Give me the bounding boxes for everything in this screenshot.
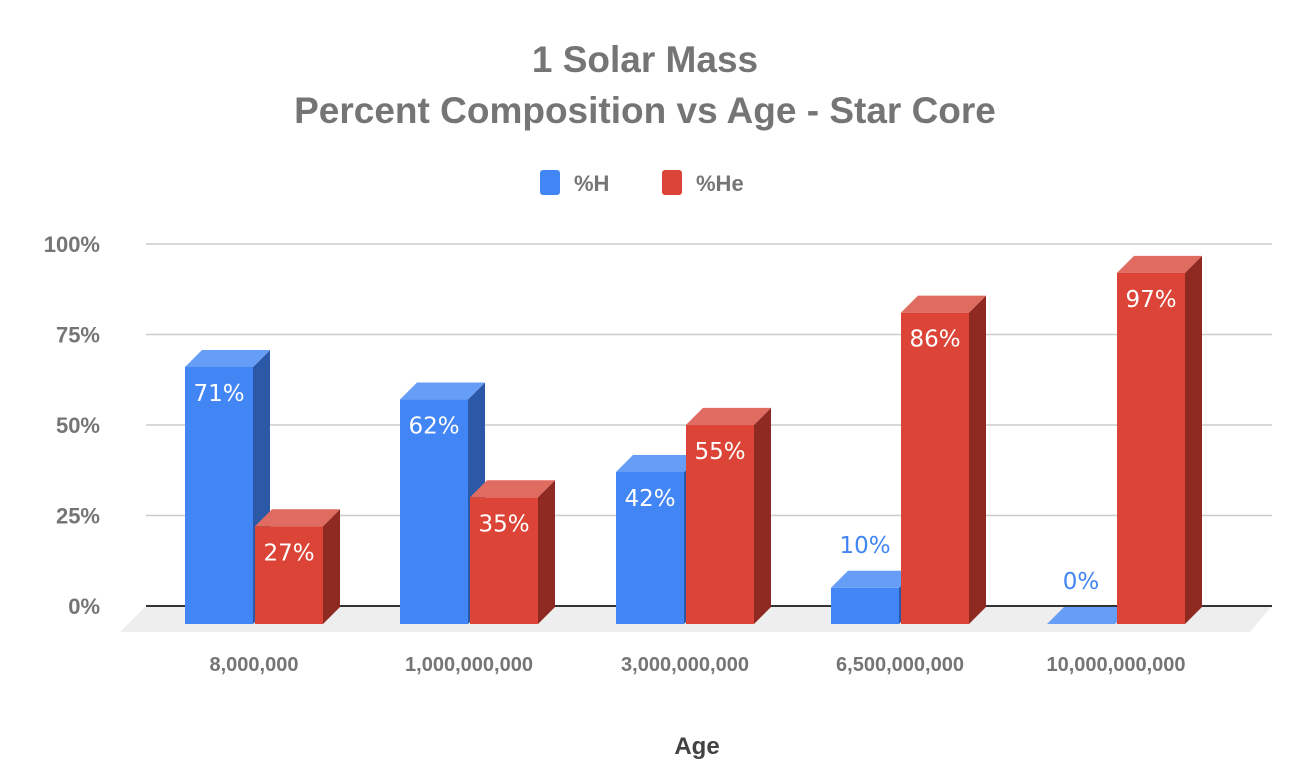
bar-h xyxy=(185,349,270,624)
data-label: 97% xyxy=(1125,287,1176,313)
bar-top-face xyxy=(255,509,340,527)
bar-top-face xyxy=(185,349,270,367)
y-tick-label: 0% xyxy=(68,594,100,619)
bar-side-face xyxy=(538,480,555,624)
bar-front-face xyxy=(470,497,538,624)
bar-top-face xyxy=(901,295,986,313)
data-label: 71% xyxy=(193,381,244,407)
bar-front-face xyxy=(400,399,468,624)
bar-front-face xyxy=(1117,272,1185,624)
x-tick-label: 1,000,000,000 xyxy=(405,654,533,676)
bar-top-face xyxy=(1117,255,1202,273)
data-label: 86% xyxy=(909,327,960,353)
x-tick-label: 10,000,000,000 xyxy=(1046,654,1185,676)
x-axis-title: Age xyxy=(674,733,719,760)
y-tick-label: 50% xyxy=(56,413,100,438)
x-tick-label: 8,000,000 xyxy=(210,654,299,676)
legend-label-he: %He xyxy=(696,171,744,196)
bar-h xyxy=(400,382,485,624)
y-tick-label: 100% xyxy=(44,232,100,257)
chart-title: 1 Solar Mass Percent Composition vs Age … xyxy=(294,39,996,131)
bar-he xyxy=(470,480,555,624)
data-label: 55% xyxy=(694,439,745,465)
bar-front-face xyxy=(255,526,323,624)
chart-title-line-1: 1 Solar Mass xyxy=(532,39,758,80)
legend-swatch-h xyxy=(540,170,560,195)
y-tick-label: 25% xyxy=(56,504,100,529)
legend-item-he[interactable]: %He xyxy=(662,170,744,196)
data-label: 42% xyxy=(624,486,675,512)
data-label: 0% xyxy=(1063,569,1100,595)
bar-top-face xyxy=(686,407,771,425)
bar-side-face xyxy=(754,407,771,624)
bar-front-face xyxy=(185,366,253,624)
bar-top-face xyxy=(1047,607,1132,624)
data-label: 27% xyxy=(263,540,314,566)
bars xyxy=(185,255,1202,625)
data-labels: 71% 27% 62% 35% 42% 55% 10% 86% 0% 97% xyxy=(193,287,1176,595)
y-axis-ticks: 0% 25% 50% 75% 100% xyxy=(44,232,100,619)
legend-label-h: %H xyxy=(574,171,609,196)
bar-side-face xyxy=(323,509,340,624)
bar-side-face xyxy=(1185,255,1202,625)
bar-front-face xyxy=(831,587,899,624)
y-tick-label: 75% xyxy=(56,323,100,348)
bar-top-face xyxy=(400,382,485,400)
bar-front-face xyxy=(686,424,754,624)
bar-top-face xyxy=(831,570,916,588)
chart-title-line-2: Percent Composition vs Age - Star Core xyxy=(294,90,996,131)
data-label: 10% xyxy=(839,533,890,559)
bar-he xyxy=(255,509,340,624)
bar-front-face xyxy=(901,312,969,624)
bar-he xyxy=(686,407,771,624)
legend-item-h[interactable]: %H xyxy=(540,170,609,196)
bar-he xyxy=(901,295,986,624)
legend: %H %He xyxy=(540,170,744,196)
x-tick-label: 6,500,000,000 xyxy=(836,654,964,676)
bar-side-face xyxy=(969,295,986,624)
legend-swatch-he xyxy=(662,170,682,195)
data-label: 62% xyxy=(408,414,459,440)
x-axis-ticks: 8,000,000 1,000,000,000 3,000,000,000 6,500… xyxy=(210,654,1186,676)
bar-top-face xyxy=(616,454,701,472)
data-label: 35% xyxy=(478,511,529,537)
x-tick-label: 3,000,000,000 xyxy=(621,654,749,676)
bar-he xyxy=(1117,255,1202,625)
bar-front-face xyxy=(616,471,684,624)
bar-top-face xyxy=(470,480,555,498)
bar-h xyxy=(1047,607,1132,624)
